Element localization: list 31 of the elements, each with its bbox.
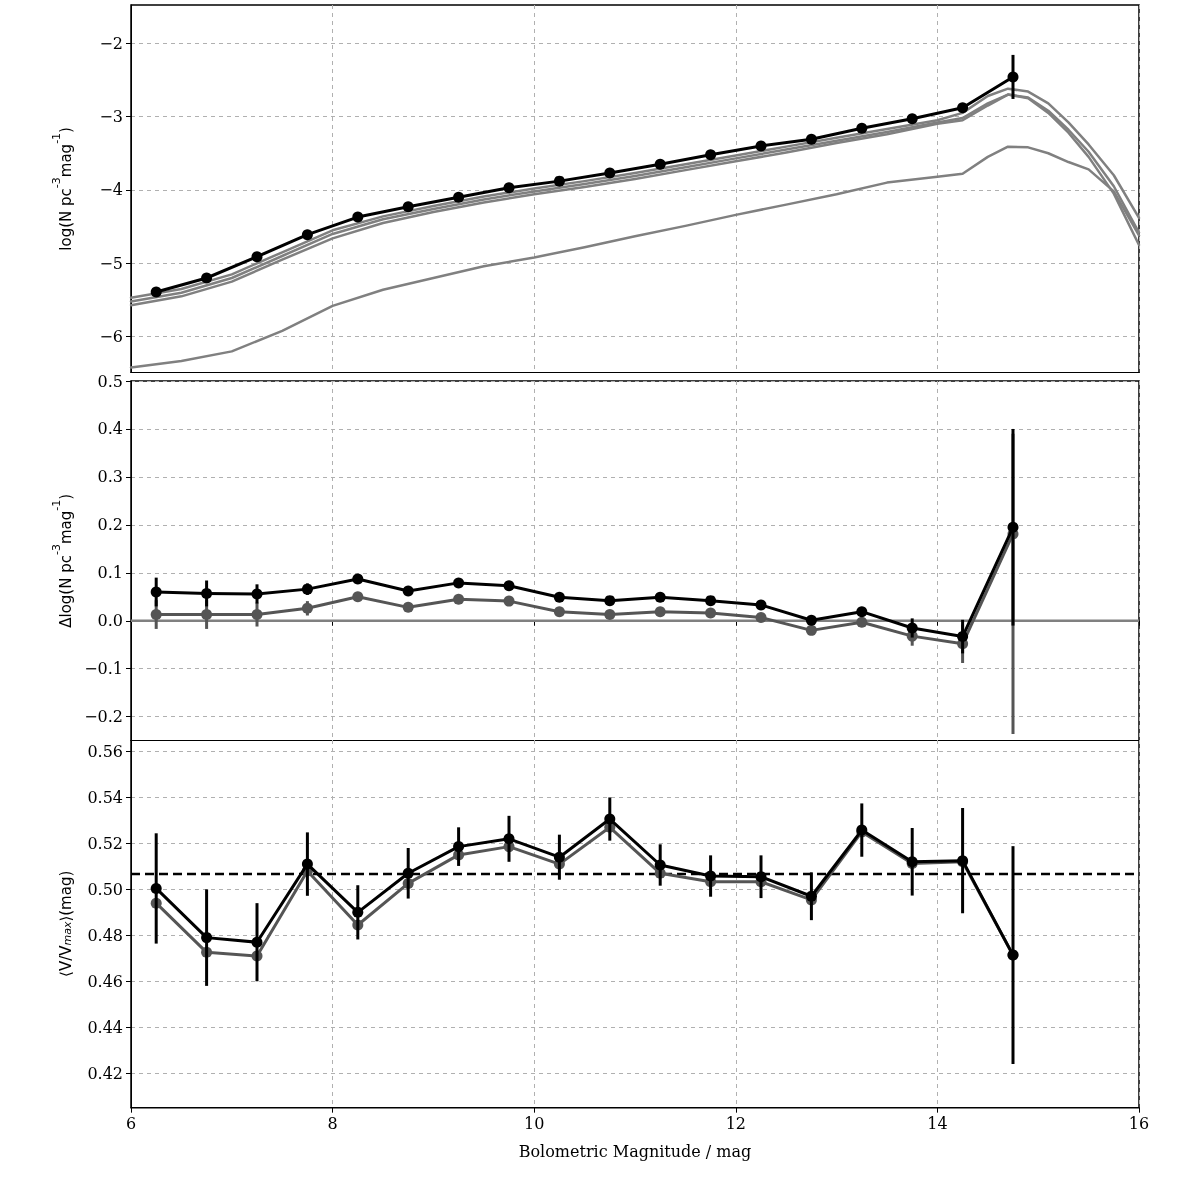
y-tick-label: 0.3 (97, 467, 123, 487)
y-tick-label: 0.5 (97, 371, 123, 391)
x-tick-label: 14 (927, 1114, 948, 1134)
y-tick-label: −3 (99, 107, 123, 127)
x-tick-label: 16 (1128, 1114, 1150, 1134)
y-tick-label: 0.54 (87, 788, 123, 808)
x-tick-label: 12 (725, 1114, 746, 1134)
y-tick-label: 0.42 (87, 1064, 123, 1084)
y-axis-title: Δlog(N pc-3mag-1) (50, 493, 75, 628)
y-tick-label: 0.1 (97, 562, 123, 582)
y-tick-label: −4 (99, 180, 123, 200)
y-tick-label: 0.56 (87, 742, 123, 762)
y-tick-label: 0.46 (87, 972, 123, 992)
y-axis-title: log(N pc-3mag-1) (50, 127, 75, 251)
y-tick-label: −0.2 (84, 706, 123, 726)
y-tick-label: 0.0 (97, 610, 123, 630)
x-tick-label: 6 (125, 1114, 137, 1134)
y-tick-label: 0.48 (87, 926, 123, 946)
y-tick-label: 0.44 (87, 1018, 123, 1038)
x-axis-title: Bolometric Magnitude / mag (518, 1142, 752, 1162)
y-axis-title: ⟨V/Vmax⟩(mag) (56, 871, 75, 978)
y-tick-label: −5 (99, 253, 123, 273)
y-tick-label: 0.50 (87, 880, 123, 900)
y-tick-label: −2 (99, 33, 123, 53)
y-tick-label: −6 (99, 327, 123, 347)
y-tick-label: 0.52 (87, 834, 123, 854)
y-tick-label: 0.2 (97, 515, 123, 535)
x-tick-label: 10 (524, 1114, 545, 1134)
x-tick-label: 8 (327, 1114, 338, 1134)
y-tick-label: −0.1 (84, 658, 123, 678)
y-tick-label: 0.4 (97, 419, 123, 439)
